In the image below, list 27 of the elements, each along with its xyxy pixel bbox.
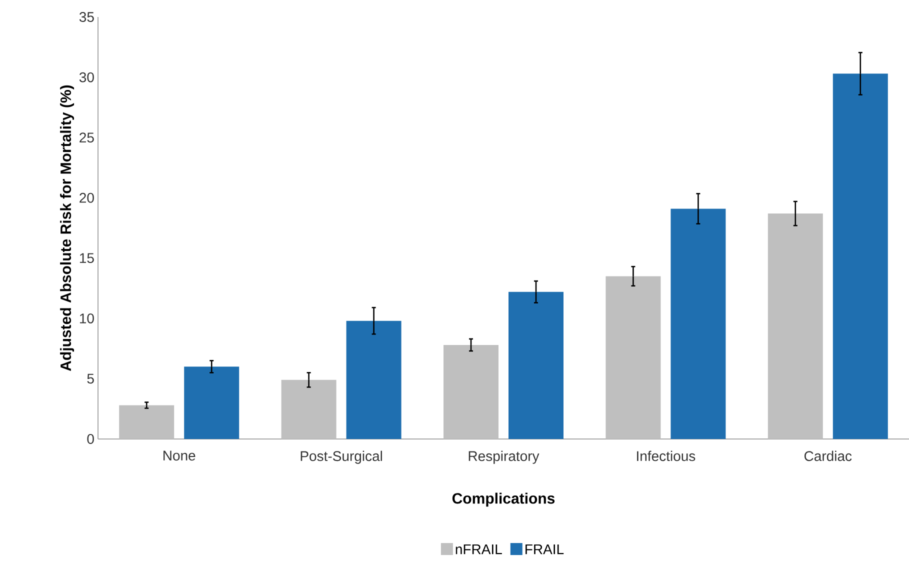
y-tick-label: 5 (87, 374, 94, 384)
bar (508, 292, 564, 439)
bar (606, 276, 661, 439)
y-tick-label: 15 (80, 253, 94, 264)
bar (670, 208, 726, 439)
bar (346, 320, 402, 439)
bar (281, 380, 336, 439)
bar (832, 74, 888, 439)
y-tick-label: 20 (80, 192, 94, 203)
x-tick-label: Post-Surgical (300, 450, 382, 464)
y-tick-label: 0 (87, 434, 94, 444)
x-tick-label: Cardiac (804, 450, 852, 462)
bar (119, 405, 174, 439)
legend-label: nFRAIL (456, 544, 502, 554)
legend-label: FRAIL (526, 544, 564, 554)
y-axis-title: Adjusted Absolute Risk for Mortality (%) (60, 85, 74, 371)
bar (184, 366, 240, 439)
x-tick-label: Infectious (637, 450, 696, 462)
x-tick-label: None (164, 450, 196, 461)
x-axis-title: Complications (452, 492, 555, 507)
y-tick-label: 10 (80, 313, 94, 324)
bar (444, 344, 499, 439)
y-tick-label: 35 (79, 12, 94, 22)
y-tick-label: 30 (79, 72, 94, 82)
x-tick-label: Respiratory (468, 450, 540, 464)
bar (768, 214, 823, 439)
y-tick-label: 25 (80, 132, 94, 143)
